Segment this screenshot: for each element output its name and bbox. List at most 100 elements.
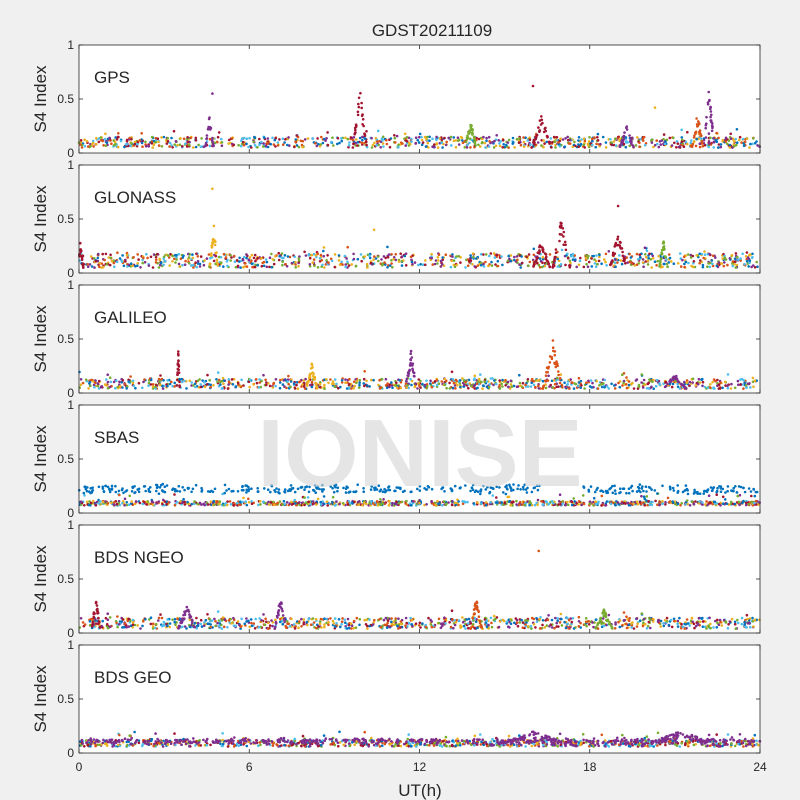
data-point: [620, 502, 623, 505]
data-point: [712, 140, 716, 144]
data-point: [435, 135, 438, 139]
data-point: [276, 144, 280, 147]
data-point: [438, 137, 442, 140]
data-point: [236, 264, 240, 268]
data-point: [212, 224, 216, 228]
data-point: [560, 383, 564, 387]
data-point: [129, 262, 133, 266]
data-point: [610, 382, 613, 386]
data-point: [547, 365, 550, 369]
data-point: [313, 378, 316, 381]
data-point: [698, 492, 702, 496]
data-point: [245, 253, 248, 256]
data-point: [287, 374, 290, 378]
data-point: [653, 489, 657, 492]
data-point: [242, 255, 246, 259]
data-point: [550, 379, 554, 383]
data-point: [144, 144, 148, 148]
data-point: [240, 139, 243, 142]
data-point: [650, 141, 654, 144]
data-point: [731, 137, 735, 140]
data-point: [274, 378, 278, 381]
data-point: [252, 256, 256, 260]
data-point: [744, 384, 748, 387]
data-point: [676, 502, 680, 506]
data-point: [631, 144, 635, 147]
data-point: [518, 137, 521, 140]
data-point: [331, 380, 335, 383]
data-point: [433, 262, 437, 266]
data-point: [441, 256, 445, 259]
data-point: [667, 500, 671, 504]
data-point: [748, 253, 752, 256]
data-point: [751, 252, 754, 256]
data-point: [283, 141, 286, 144]
data-point: [635, 252, 639, 256]
data-point: [386, 245, 389, 249]
data-point: [650, 385, 653, 389]
data-point: [666, 496, 670, 500]
data-point: [471, 129, 474, 132]
data-point: [468, 382, 472, 385]
data-point: [195, 252, 198, 256]
data-point: [163, 260, 167, 263]
data-point: [441, 263, 444, 266]
data-point: [197, 143, 200, 147]
data-point: [294, 261, 297, 264]
data-point: [566, 380, 570, 383]
data-point: [702, 138, 706, 142]
data-point: [709, 136, 712, 140]
data-point: [730, 382, 733, 386]
data-point: [173, 257, 176, 261]
data-point: [236, 490, 240, 493]
data-point: [698, 500, 701, 503]
data-point: [609, 502, 613, 506]
data-point: [248, 385, 251, 389]
data-point: [535, 261, 539, 265]
data-point: [318, 382, 322, 386]
data-point: [139, 266, 142, 269]
data-point: [707, 132, 711, 135]
data-point: [210, 246, 214, 249]
data-point: [217, 255, 221, 259]
data-point: [430, 385, 434, 389]
data-point: [719, 143, 723, 146]
data-point: [385, 142, 389, 146]
data-point: [498, 387, 502, 390]
data-point: [364, 140, 368, 144]
data-point: [436, 262, 439, 265]
data-point: [731, 260, 735, 263]
data-point: [222, 382, 225, 386]
data-point: [205, 383, 209, 386]
data-point: [604, 141, 608, 144]
data-point: [622, 134, 626, 138]
data-point: [210, 252, 213, 255]
data-point: [229, 254, 232, 257]
data-point: [112, 261, 116, 265]
data-point: [698, 129, 702, 132]
data-point: [338, 263, 342, 267]
data-point: [448, 381, 451, 385]
data-point: [515, 258, 519, 262]
data-point: [120, 260, 124, 264]
data-point: [573, 382, 576, 385]
data-point: [551, 346, 555, 350]
data-point: [430, 252, 433, 256]
data-point: [215, 378, 218, 381]
data-point: [161, 387, 165, 390]
data-point: [520, 618, 523, 622]
data-point: [87, 503, 91, 507]
data-point: [359, 91, 362, 95]
data-point: [278, 138, 281, 141]
data-point: [108, 376, 112, 380]
data-point: [354, 141, 358, 145]
data-point: [143, 500, 146, 504]
data-point: [103, 137, 107, 141]
data-point: [656, 259, 659, 263]
data-point: [281, 263, 284, 267]
data-point: [711, 264, 715, 268]
data-point: [452, 259, 456, 262]
y-tick-label: 1: [67, 278, 74, 292]
data-point: [257, 386, 261, 389]
data-point: [136, 142, 139, 146]
